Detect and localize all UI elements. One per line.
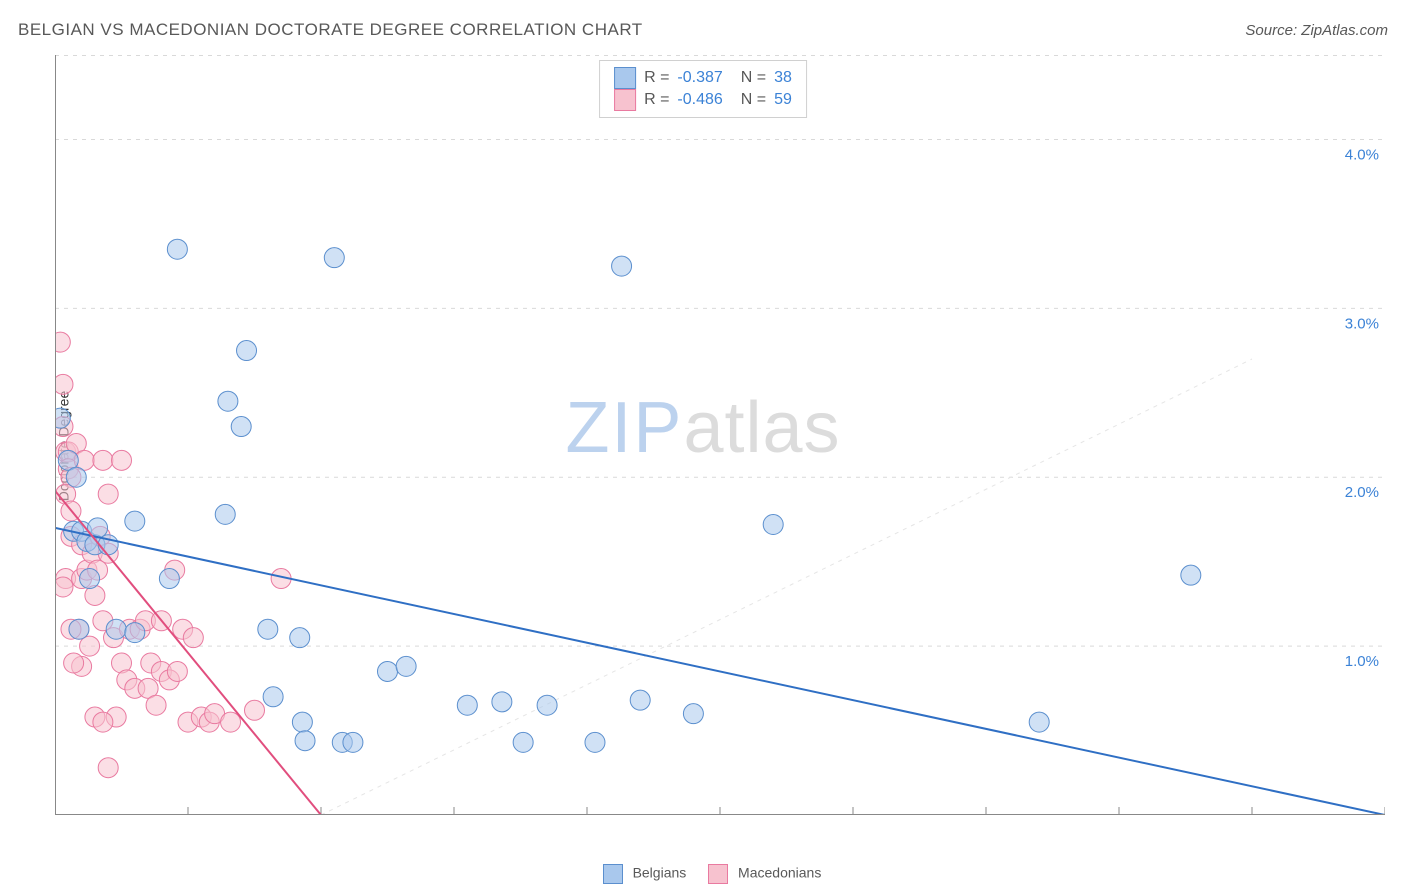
bottom-legend: Belgians Macedonians: [0, 864, 1406, 884]
legend-swatch-icon: [614, 67, 636, 89]
svg-text:4.0%: 4.0%: [1345, 146, 1379, 163]
stats-legend: R = -0.387 N = 38 R = -0.486 N = 59: [599, 60, 807, 118]
source-label: Source: ZipAtlas.com: [1245, 22, 1388, 39]
legend-swatch-icon: [603, 864, 623, 884]
stats-row-belgians: R = -0.387 N = 38: [614, 67, 792, 89]
scatter-plot-svg: 1.0%2.0%3.0%4.0%0.0%50.0%: [55, 55, 1385, 815]
stats-row-macedonians: R = -0.486 N = 59: [614, 89, 792, 111]
chart-title: BELGIAN VS MACEDONIAN DOCTORATE DEGREE C…: [18, 20, 643, 40]
svg-text:2.0%: 2.0%: [1345, 484, 1379, 501]
chart-header: BELGIAN VS MACEDONIAN DOCTORATE DEGREE C…: [18, 20, 1388, 40]
legend-swatch-icon: [708, 864, 728, 884]
svg-text:3.0%: 3.0%: [1345, 315, 1379, 332]
chart-plot-area: 1.0%2.0%3.0%4.0%0.0%50.0%: [55, 55, 1385, 815]
legend-swatch-icon: [614, 89, 636, 111]
legend-label-macedonians: Macedonians: [738, 865, 821, 881]
legend-label-belgians: Belgians: [633, 865, 687, 881]
svg-text:1.0%: 1.0%: [1345, 653, 1379, 670]
